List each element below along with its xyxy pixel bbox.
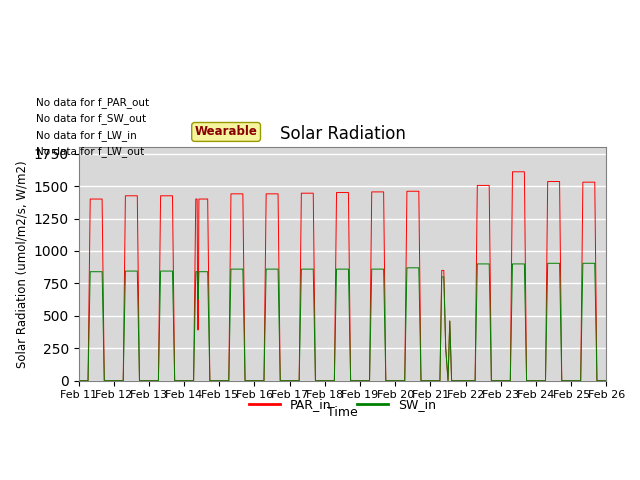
Legend: PAR_in, SW_in: PAR_in, SW_in [244,394,441,417]
Y-axis label: Solar Radiation (umol/m2/s, W/m2): Solar Radiation (umol/m2/s, W/m2) [15,160,28,368]
Text: No data for f_LW_out: No data for f_LW_out [36,146,145,157]
Text: Wearable: Wearable [195,125,257,138]
X-axis label: Time: Time [327,406,358,419]
Text: No data for f_PAR_out: No data for f_PAR_out [36,97,149,108]
Text: No data for f_SW_out: No data for f_SW_out [36,113,147,124]
Title: Solar Radiation: Solar Radiation [280,125,405,143]
Text: No data for f_LW_in: No data for f_LW_in [36,130,137,141]
